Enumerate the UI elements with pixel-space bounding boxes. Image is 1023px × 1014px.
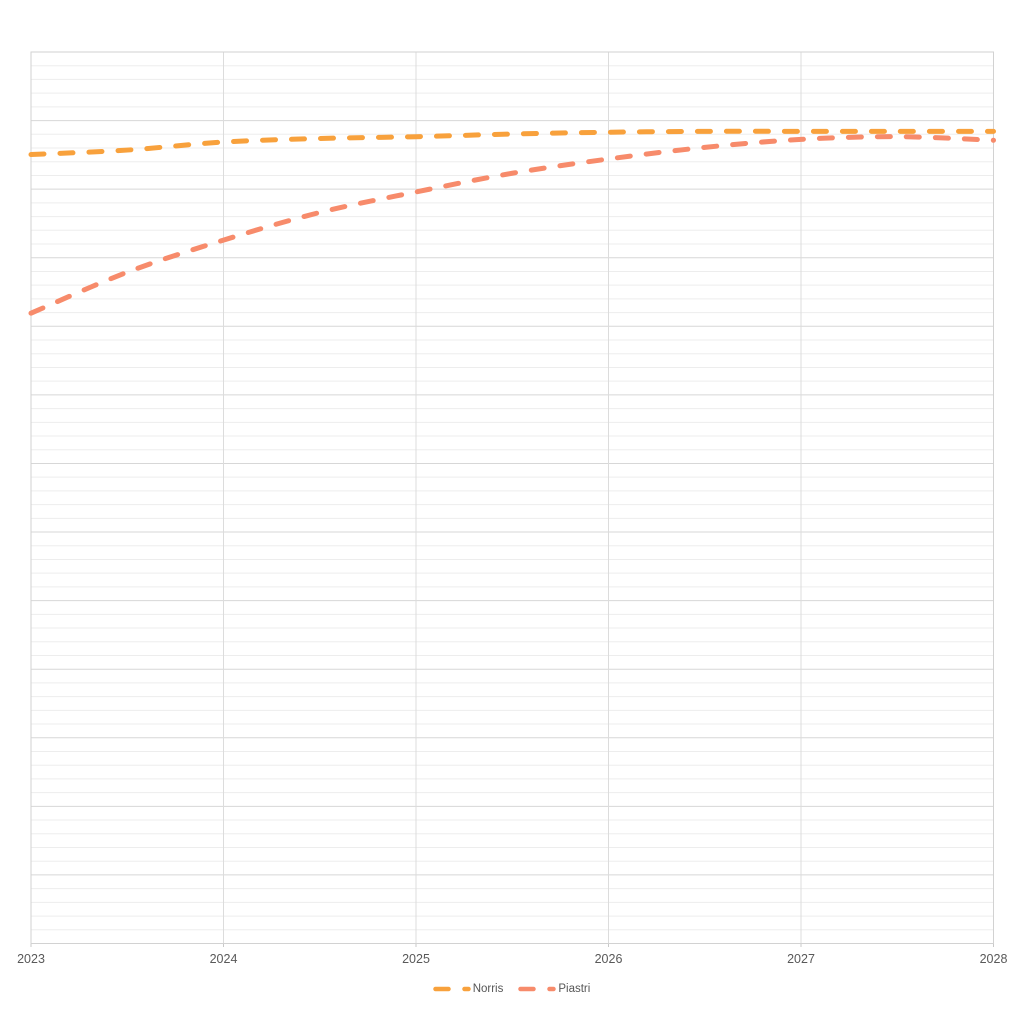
x-tick-label-2026: 2026 [594, 952, 623, 966]
legend-item-norris[interactable]: Norris [432, 982, 504, 996]
x-tick-label-2028: 2028 [979, 952, 1008, 966]
legend-dash-swatch-icon [432, 986, 471, 992]
x-tick-label-2027: 2027 [787, 952, 815, 966]
x-tick-label-2025: 2025 [402, 952, 430, 966]
series-line-piastri [28, 134, 996, 316]
legend-label: Piastri [558, 983, 591, 995]
plot-border [30, 51, 994, 944]
x-tick-label-2023: 2023 [17, 952, 45, 966]
legend-dash-swatch-icon [518, 986, 557, 992]
legend: Norris Piastri [0, 982, 1023, 996]
x-tick-label-2024: 2024 [209, 952, 238, 966]
legend-label: Norris [472, 983, 504, 995]
legend-item-piastri[interactable]: Piastri [518, 982, 590, 996]
